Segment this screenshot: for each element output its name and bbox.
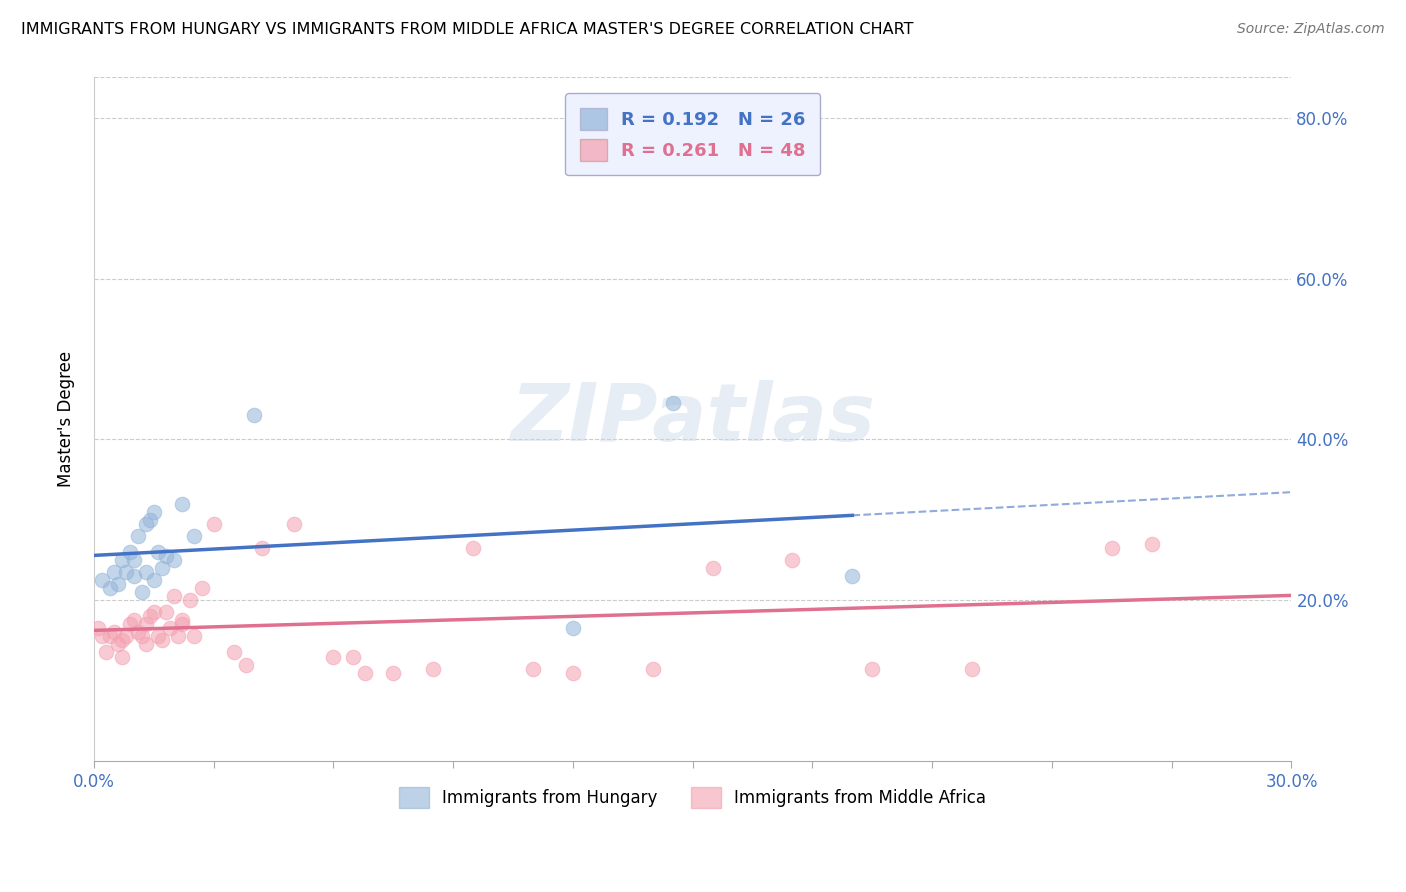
Point xyxy=(561,621,583,635)
Text: IMMIGRANTS FROM HUNGARY VS IMMIGRANTS FROM MIDDLE AFRICA MASTER'S DEGREE CORRELA: IMMIGRANTS FROM HUNGARY VS IMMIGRANTS FR… xyxy=(21,22,914,37)
Point xyxy=(115,629,138,643)
Text: ZIPatlas: ZIPatlas xyxy=(510,380,875,458)
Point xyxy=(1101,541,1123,555)
Point xyxy=(146,545,169,559)
Y-axis label: Master's Degree: Master's Degree xyxy=(58,351,75,487)
Point xyxy=(1140,537,1163,551)
Point xyxy=(163,589,186,603)
Point xyxy=(139,513,162,527)
Point xyxy=(222,646,245,660)
Point xyxy=(111,649,134,664)
Point xyxy=(183,529,205,543)
Point xyxy=(522,662,544,676)
Point xyxy=(960,662,983,676)
Point xyxy=(179,593,201,607)
Point xyxy=(250,541,273,555)
Point xyxy=(131,585,153,599)
Point xyxy=(641,662,664,676)
Point xyxy=(122,553,145,567)
Point xyxy=(235,657,257,672)
Point xyxy=(155,549,177,563)
Point xyxy=(90,573,112,587)
Point xyxy=(166,629,188,643)
Point xyxy=(860,662,883,676)
Point xyxy=(163,553,186,567)
Point xyxy=(463,541,485,555)
Point xyxy=(142,573,165,587)
Point xyxy=(135,637,157,651)
Point xyxy=(242,409,264,423)
Point xyxy=(782,553,804,567)
Point xyxy=(155,605,177,619)
Point xyxy=(561,665,583,680)
Point xyxy=(382,665,405,680)
Point xyxy=(127,625,149,640)
Point xyxy=(107,637,129,651)
Point xyxy=(94,646,117,660)
Point xyxy=(135,617,157,632)
Point xyxy=(135,516,157,531)
Point xyxy=(90,629,112,643)
Point xyxy=(150,561,173,575)
Point xyxy=(342,649,364,664)
Point xyxy=(135,565,157,579)
Point xyxy=(841,569,863,583)
Point xyxy=(103,625,125,640)
Point xyxy=(170,613,193,627)
Point xyxy=(190,581,212,595)
Point xyxy=(170,497,193,511)
Point xyxy=(87,621,110,635)
Point xyxy=(107,577,129,591)
Point xyxy=(661,396,683,410)
Point xyxy=(122,613,145,627)
Point xyxy=(98,581,121,595)
Point xyxy=(139,609,162,624)
Point xyxy=(122,569,145,583)
Text: Source: ZipAtlas.com: Source: ZipAtlas.com xyxy=(1237,22,1385,37)
Point xyxy=(115,565,138,579)
Point xyxy=(283,516,305,531)
Point xyxy=(127,529,149,543)
Point xyxy=(354,665,377,680)
Point xyxy=(131,629,153,643)
Point xyxy=(702,561,724,575)
Point xyxy=(150,633,173,648)
Point xyxy=(142,605,165,619)
Point xyxy=(111,633,134,648)
Point xyxy=(202,516,225,531)
Point xyxy=(142,505,165,519)
Point xyxy=(111,553,134,567)
Point xyxy=(118,545,141,559)
Point xyxy=(159,621,181,635)
Point xyxy=(422,662,444,676)
Point xyxy=(103,565,125,579)
Point xyxy=(98,629,121,643)
Point xyxy=(118,617,141,632)
Point xyxy=(170,617,193,632)
Point xyxy=(146,629,169,643)
Point xyxy=(322,649,344,664)
Point xyxy=(183,629,205,643)
Legend: Immigrants from Hungary, Immigrants from Middle Africa: Immigrants from Hungary, Immigrants from… xyxy=(392,780,993,814)
